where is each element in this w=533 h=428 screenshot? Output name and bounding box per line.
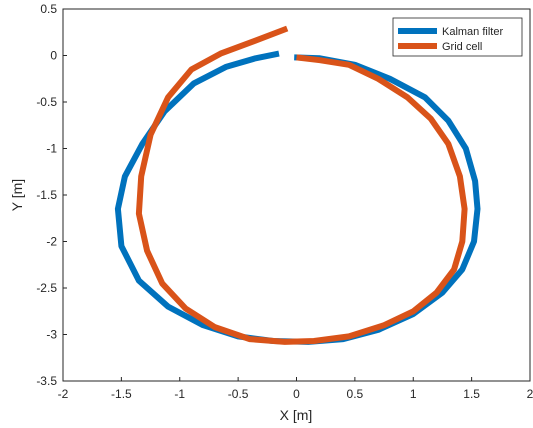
x-tick-label: 0.5 (347, 387, 364, 401)
y-tick-label: -3.5 (36, 374, 57, 388)
y-axis-label: Y [m] (9, 179, 25, 211)
x-tick-label: -0.5 (228, 387, 249, 401)
x-tick-label: 0 (293, 387, 300, 401)
x-tick-label: -1 (174, 387, 185, 401)
y-tick-label: -0.5 (36, 95, 57, 109)
y-tick-label: -3 (46, 328, 57, 342)
x-tick-label: 1.5 (463, 387, 480, 401)
y-tick-label: -2.5 (36, 281, 57, 295)
tick-layer: -2 -1.5 -1 -0.5 0 0.5 1 1.5 2 0.5 0 -0.5 -1 -1.5 -2 -2.… (36, 2, 533, 401)
legend-label-kalman-filter: Kalman filter (442, 26, 503, 38)
y-tick-label: -1 (46, 142, 57, 156)
legend: Kalman filter Grid cell (392, 17, 523, 57)
legend-label-grid-cell: Grid cell (442, 41, 482, 53)
x-tick-label: -1.5 (111, 387, 132, 401)
x-axis-label: X [m] (280, 407, 313, 423)
series-line-grid-cell (135, 25, 468, 345)
series-layer (114, 25, 481, 345)
x-tick-label: 2 (527, 387, 533, 401)
y-tick-label: -1.5 (36, 188, 57, 202)
y-tick-label: 0 (50, 49, 57, 63)
x-tick-label: 1 (410, 387, 417, 401)
legend-box (392, 17, 523, 57)
y-tick-label: -2 (46, 235, 57, 249)
x-tick-label: -2 (58, 387, 69, 401)
y-tick-label: 0.5 (40, 2, 57, 16)
